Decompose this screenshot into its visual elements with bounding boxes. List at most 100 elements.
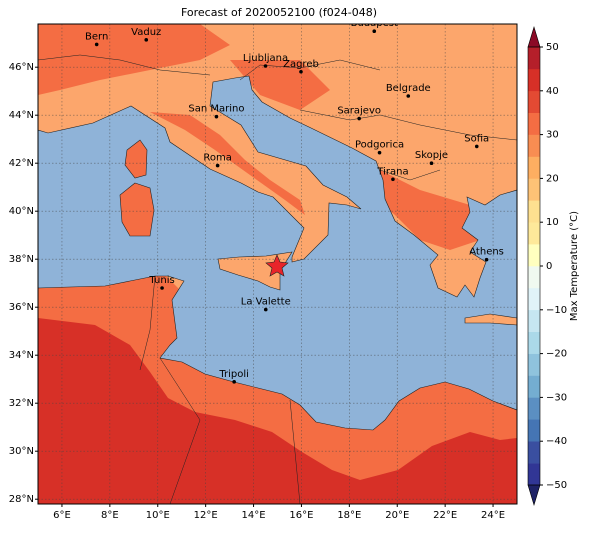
colorbar-tick-label: 50 (546, 42, 559, 53)
x-tick-label: 18°E (337, 510, 361, 521)
x-tick-label: 10°E (146, 510, 170, 521)
colorbar-tick-label: 10 (546, 217, 559, 228)
map-frame (37, 23, 518, 505)
sardinia (119, 182, 155, 237)
colorbar-band (528, 68, 540, 92)
temp-patch (38, 24, 230, 95)
colorbar: −50 −40 −30 −20 −10 0 10 20 30 40 50 (527, 25, 567, 507)
axes: 6°E 8°E 10°E 12°E 14°E 16°E 18°E 20°E 22°E 24°E 28… (9, 62, 505, 521)
colorbar-band (528, 178, 540, 201)
y-tick-label: 38°N (9, 254, 34, 265)
city-dot (94, 42, 99, 47)
colorbar-band (528, 331, 540, 354)
colorbar-band (528, 134, 540, 157)
colorbar-band (528, 375, 540, 398)
colorbar-band (528, 419, 540, 442)
city-dot (429, 161, 434, 165)
y-tick-label: 44°N (9, 110, 34, 121)
corsica (124, 139, 148, 179)
colorbar-tick-label: −10 (546, 305, 567, 316)
city-label: Vaduz (131, 27, 161, 38)
x-tick-label: 6°E (53, 510, 71, 521)
city-dot (406, 94, 411, 98)
city-dot (357, 116, 361, 121)
colorbar-band (528, 222, 540, 245)
city-label: Zagreb (283, 59, 319, 70)
sicily (217, 251, 293, 291)
city-dot (299, 69, 303, 74)
x-tick-label: 24°E (481, 510, 505, 521)
colorbar-band (528, 244, 540, 267)
y-tick-label: 36°N (9, 302, 34, 313)
city-label: Tripoli (218, 369, 249, 380)
map-title: Forecast of 2020052100 (f024-048) (181, 6, 377, 19)
colorbar-tick-label: −20 (546, 349, 567, 360)
city-dot (372, 29, 377, 33)
colorbar-band (528, 441, 540, 464)
city-label: Sofia (464, 133, 489, 144)
y-tick-label: 28°N (9, 494, 34, 505)
city-label: Tunis (148, 275, 174, 286)
x-tick-label: 12°E (194, 510, 218, 521)
city-label: Belgrade (386, 83, 431, 94)
y-tick-label: 42°N (9, 158, 34, 169)
colorbar-band (528, 200, 540, 223)
city-dot (214, 114, 219, 119)
city-dot (160, 286, 164, 290)
x-tick-label: 22°E (433, 510, 457, 521)
colorbar-band (528, 90, 540, 113)
colorbar-band (528, 156, 540, 179)
graticule (38, 24, 517, 504)
x-tick-label: 14°E (242, 510, 266, 521)
city-label: Podgorica (355, 140, 404, 151)
colorbar-tick-label: 0 (546, 261, 552, 272)
y-tick-label: 34°N (9, 350, 34, 361)
y-tick-label: 46°N (9, 62, 34, 73)
city-label: Sarajevo (337, 106, 381, 117)
city-label: Skopje (415, 150, 448, 161)
city-dot (215, 163, 220, 168)
city-dot (474, 144, 479, 149)
city-dot (377, 150, 382, 155)
city-dot (263, 64, 268, 68)
city-label: San Marino (188, 104, 244, 115)
city-label: Bern (85, 31, 108, 42)
colorbar-tick-label: 20 (546, 173, 559, 184)
colorbar-tick-label: −40 (546, 436, 567, 447)
colorbar-band (528, 266, 540, 289)
borders (38, 54, 517, 504)
crete (464, 313, 517, 326)
y-tick-label: 40°N (9, 206, 34, 217)
colorbar-tick-label: 40 (546, 86, 559, 97)
colorbar-band (528, 47, 540, 70)
y-tick-label: 32°N (9, 398, 34, 409)
colorbar-band (528, 112, 540, 135)
city-label: Roma (203, 153, 232, 164)
x-tick-label: 20°E (385, 510, 409, 521)
colorbar-band (528, 287, 540, 311)
colorbar-band (528, 397, 540, 420)
city-label: Tirana (376, 166, 408, 177)
y-tick-label: 30°N (9, 446, 34, 457)
city-label: Budapest (351, 18, 398, 29)
city-label: La Valette (241, 297, 291, 308)
x-tick-label: 8°E (101, 510, 119, 521)
city-dot (391, 177, 395, 182)
colorbar-over (527, 25, 541, 48)
colorbar-band (528, 463, 540, 486)
city-dot (232, 380, 236, 384)
x-tick-label: 16°E (289, 510, 313, 521)
city-dot (263, 307, 268, 312)
colorbar-tick-label: 30 (546, 130, 559, 141)
city-dot (484, 257, 489, 262)
city-label: Athens (469, 247, 504, 258)
city-label: Ljubljana (243, 53, 288, 64)
colorbar-band (528, 309, 540, 332)
temp-patch (230, 60, 330, 110)
colorbar-tick-label: −30 (546, 392, 567, 403)
colorbar-tick-label: −50 (546, 480, 567, 491)
